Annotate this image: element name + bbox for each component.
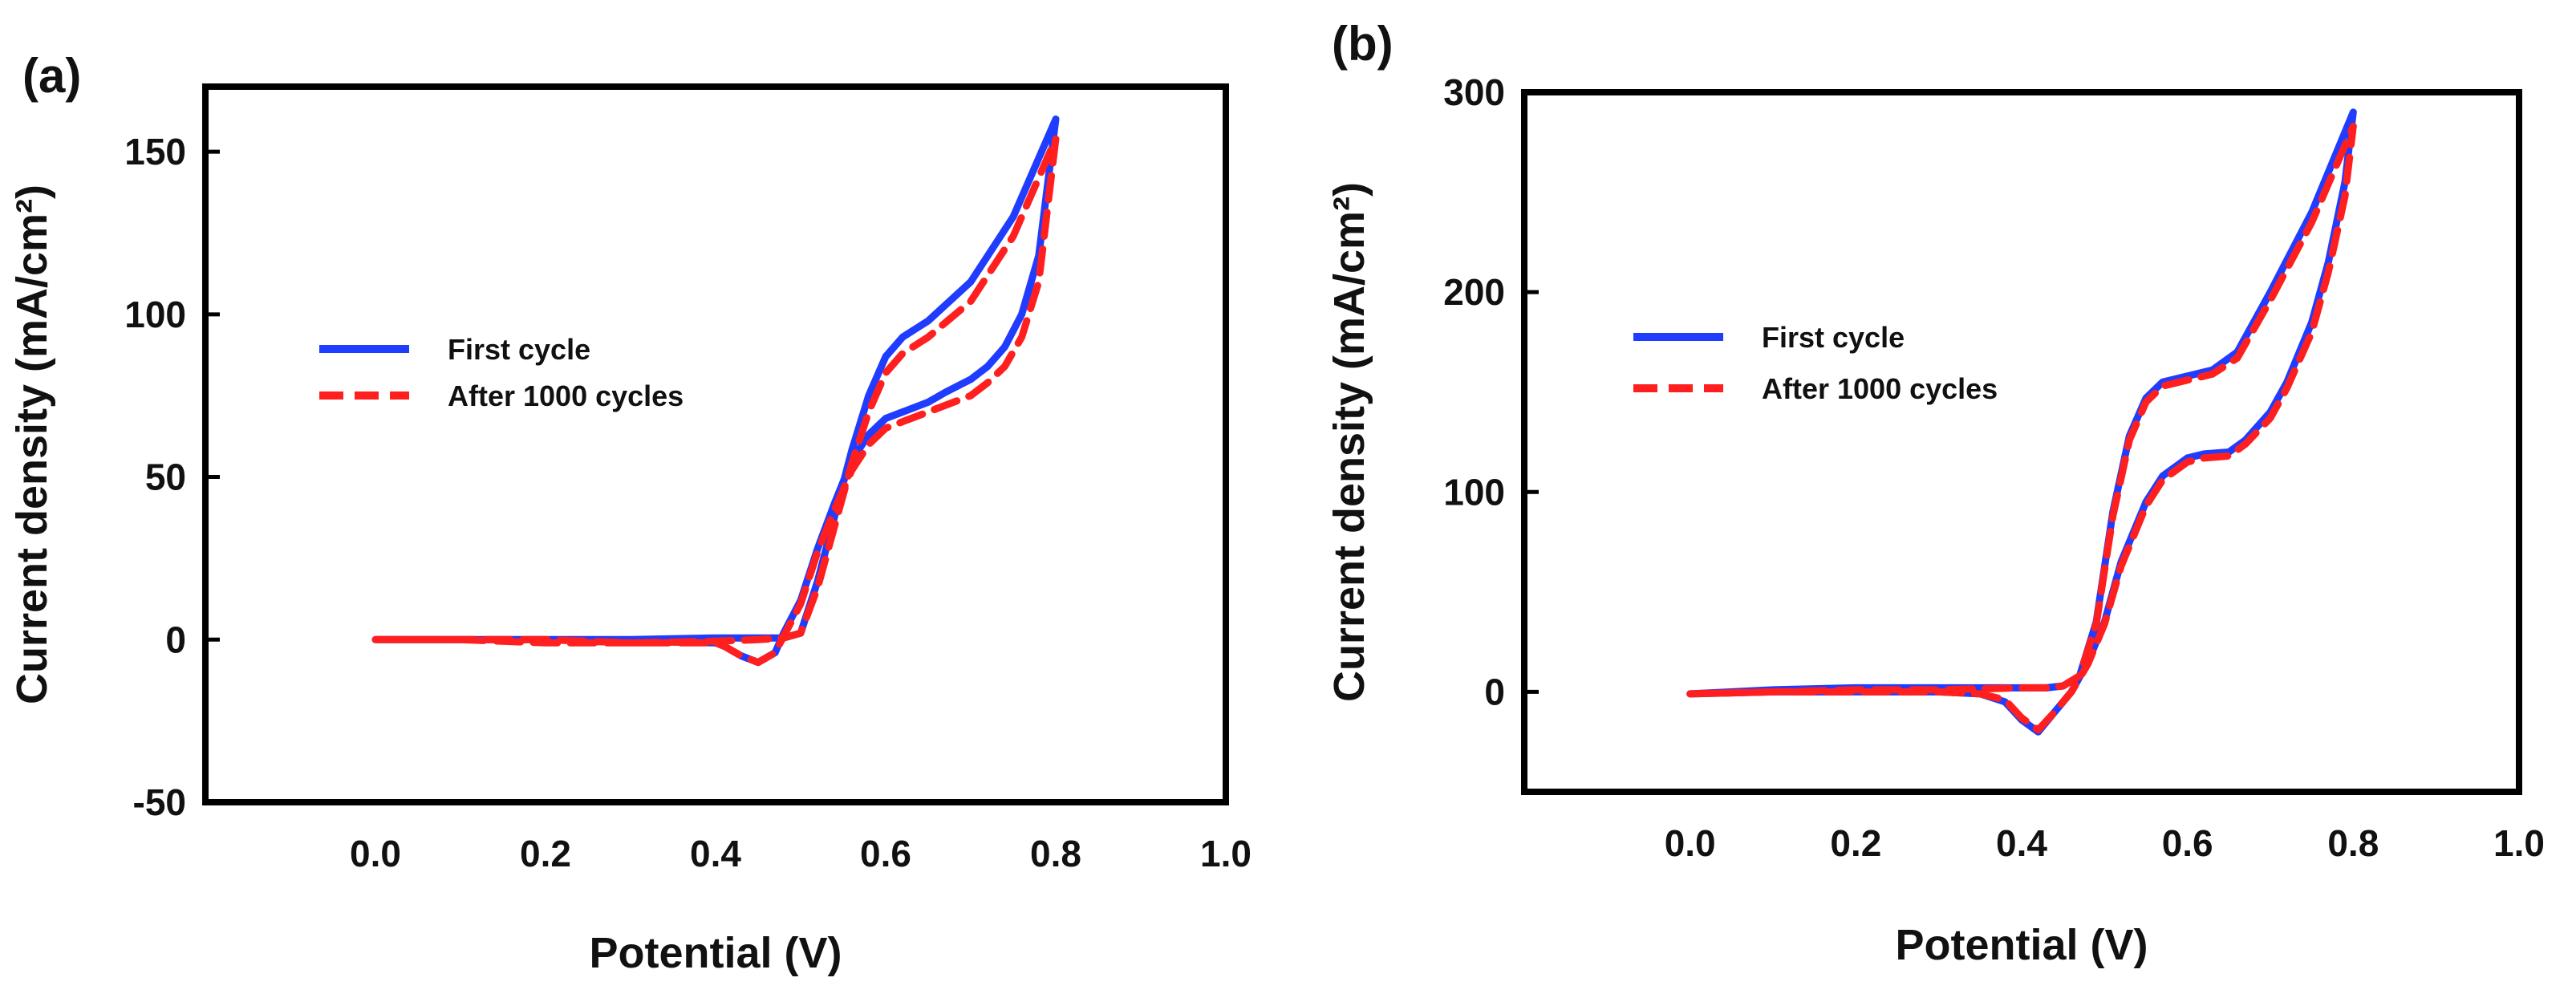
y-tick-label: 0 <box>1484 671 1505 712</box>
series-line-after-1000-cycles <box>371 135 1060 667</box>
plot-frame <box>1521 89 2522 795</box>
y-axis-label: Current density (mA/cm²) <box>8 185 56 704</box>
legend-entry-label: After 1000 cycles <box>448 379 684 412</box>
x-tick-label: 0.6 <box>860 833 911 874</box>
y-tick-label: 0 <box>165 619 186 660</box>
x-tick-label: 0.6 <box>2162 822 2213 864</box>
x-tick-label: 0.0 <box>350 833 401 874</box>
series-line-first-cycle <box>1686 108 2357 736</box>
y-tick-label: -50 <box>133 781 186 823</box>
y-tick-label: 300 <box>1443 71 1505 113</box>
panel-label: (b) <box>1332 17 1393 71</box>
y-tick-label: 150 <box>124 131 186 172</box>
y-tick-label: 100 <box>1443 471 1505 513</box>
legend-entry-label: First cycle <box>448 333 590 366</box>
y-tick-label: 100 <box>124 294 186 335</box>
x-tick-label: 0.2 <box>520 833 571 874</box>
legend-entry-label: First cycle <box>1762 321 1905 354</box>
y-axis-label: Current density (mA/cm²) <box>1325 182 1373 702</box>
chart-panel-b: (b) 0 100 200 300 0.0 0.2 0.4 0.6 0.8 1.0 Potential… <box>1325 17 2545 969</box>
x-tick-label: 0.2 <box>1830 822 1881 864</box>
legend-entry-label: After 1000 cycles <box>1762 372 1998 405</box>
x-axis-label: Potential (V) <box>589 929 842 977</box>
panel-label: (a) <box>22 49 81 103</box>
x-tick-label: 0.4 <box>1996 822 2047 864</box>
x-tick-label: 0.4 <box>690 833 741 874</box>
chart-panel-a: (a) -50 0 50 100 150 0.0 0.2 0.4 0.6 0.8 1.0 Potenti… <box>8 49 1251 977</box>
x-axis-label: Potential (V) <box>1895 921 2148 969</box>
x-tick-label: 0.8 <box>2327 822 2379 864</box>
plot-frame <box>202 83 1229 805</box>
x-tick-label: 0.0 <box>1665 822 1716 864</box>
x-tick-label: 0.8 <box>1030 833 1081 874</box>
series-line-after-1000-cycles <box>1686 122 2357 734</box>
x-tick-label: 1.0 <box>1200 833 1251 874</box>
y-tick-label: 200 <box>1443 271 1505 313</box>
y-tick-label: 50 <box>145 456 186 498</box>
x-tick-label: 1.0 <box>2493 822 2545 864</box>
